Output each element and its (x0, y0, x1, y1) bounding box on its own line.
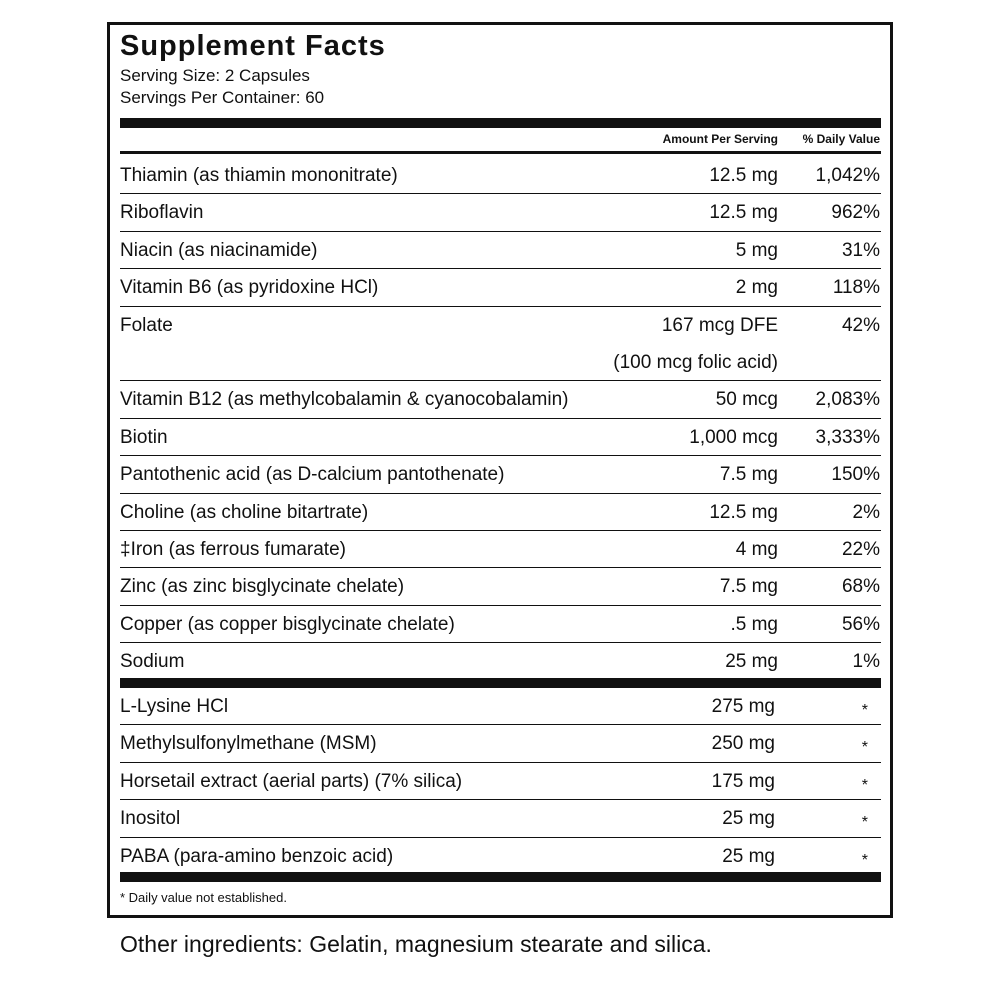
daily-value: 31% (841, 239, 880, 261)
amount: 175 mg (711, 770, 775, 792)
nutrient-name: Folate (120, 314, 173, 336)
daily-value: * (861, 814, 868, 832)
row-divider (120, 761, 881, 763)
amount: 25 mg (725, 651, 778, 673)
row-divider (120, 193, 881, 195)
nutrient-name: Zinc (as zinc bisglycinate chelate) (120, 576, 405, 598)
daily-value: * (861, 702, 868, 719)
amount: 12.5 mg (709, 165, 778, 186)
daily-value: 118% (832, 277, 880, 299)
nutrient-name: Niacin (as niacinamide) (120, 239, 318, 261)
row-divider (120, 455, 881, 457)
amount: 2 mg (735, 277, 778, 299)
amount: 12.5 mg (709, 202, 778, 224)
facts-box (107, 22, 893, 918)
amount: .5 mg (730, 613, 778, 635)
row-divider (120, 604, 881, 606)
nutrient-name: Sodium (120, 651, 185, 673)
row-divider (120, 305, 881, 307)
amount: 5 mg (735, 239, 778, 261)
nutrient-name: Methylsulfonylmethane (MSM) (120, 733, 377, 755)
daily-value: 2,083% (815, 389, 880, 411)
amount: 50 mcg (715, 389, 778, 411)
row-divider (120, 268, 881, 270)
nutrient-name: L-Lysine HCl (120, 696, 229, 717)
amount: 25 mg (722, 845, 775, 867)
amount: 12.5 mg (709, 501, 778, 523)
amount: 7.5 mg (719, 576, 778, 598)
nutrient-name: Choline (as choline bitartrate) (120, 501, 369, 523)
nutrient-name: Pantothenic acid (as D-calcium pantothen… (120, 464, 505, 486)
daily-value: 56% (841, 613, 880, 635)
thick-bar (120, 678, 881, 688)
footnote: * Daily value not established. (120, 890, 287, 905)
column-header: % Daily Value (802, 132, 880, 146)
amount: 250 mg (711, 733, 775, 755)
row-divider (120, 836, 881, 838)
nutrient-name: Thiamin (as thiamin mononitrate) (120, 165, 398, 186)
daily-value: 3,333% (815, 426, 880, 448)
thick-bar (120, 118, 881, 128)
amount: 1,000 mcg (689, 426, 778, 448)
thick-bar (120, 872, 881, 882)
nutrient-name: Inositol (120, 808, 181, 830)
nutrient-name: Copper (as copper bisglycinate chelate) (120, 613, 455, 635)
row-divider (120, 230, 881, 232)
amount: 275 mg (711, 696, 775, 717)
nutrient-name: Biotin (120, 426, 168, 448)
row-divider (120, 492, 881, 494)
daily-value: * (861, 776, 868, 794)
daily-value: 1,042% (815, 165, 880, 186)
nutrient-name: Vitamin B12 (as methylcobalamin & cyanoc… (120, 389, 569, 411)
serving-size: Serving Size: 2 Capsules (120, 66, 310, 85)
row-divider (120, 380, 881, 382)
thin-bar (120, 151, 881, 154)
daily-value: * (861, 851, 868, 869)
title: Supplement Facts (120, 30, 386, 62)
column-header: Amount Per Serving (662, 132, 778, 146)
amount: 7.5 mg (719, 464, 778, 486)
row-divider (120, 417, 881, 419)
nutrient-name: PABA (para-amino benzoic acid) (120, 845, 394, 867)
other-ingredients: Other ingredients: Gelatin, magnesium st… (120, 931, 712, 957)
amount: 25 mg (722, 808, 775, 830)
daily-value: 22% (841, 539, 880, 560)
daily-value: 150% (831, 464, 880, 486)
row-divider (120, 567, 881, 569)
amount: 167 mcg DFE (661, 314, 778, 336)
amount-note: (100 mcg folic acid) (613, 352, 778, 373)
daily-value: 42% (841, 314, 880, 336)
servings-per-container: Servings Per Container: 60 (120, 88, 325, 107)
daily-value: 68% (841, 576, 880, 598)
daily-value: 962% (831, 202, 880, 224)
row-divider (120, 530, 881, 531)
row-divider (120, 799, 881, 801)
nutrient-name: Horsetail extract (aerial parts) (7% sil… (120, 770, 463, 792)
amount: 4 mg (735, 539, 778, 560)
row-divider (120, 724, 881, 726)
daily-value: 1% (852, 651, 880, 673)
daily-value: * (861, 739, 868, 757)
row-divider (120, 642, 881, 644)
daily-value: 2% (852, 501, 880, 523)
nutrient-name: ‡Iron (as ferrous fumarate) (120, 539, 346, 560)
nutrient-name: Vitamin B6 (as pyridoxine HCl) (120, 277, 379, 299)
nutrient-name: Riboflavin (120, 202, 204, 224)
